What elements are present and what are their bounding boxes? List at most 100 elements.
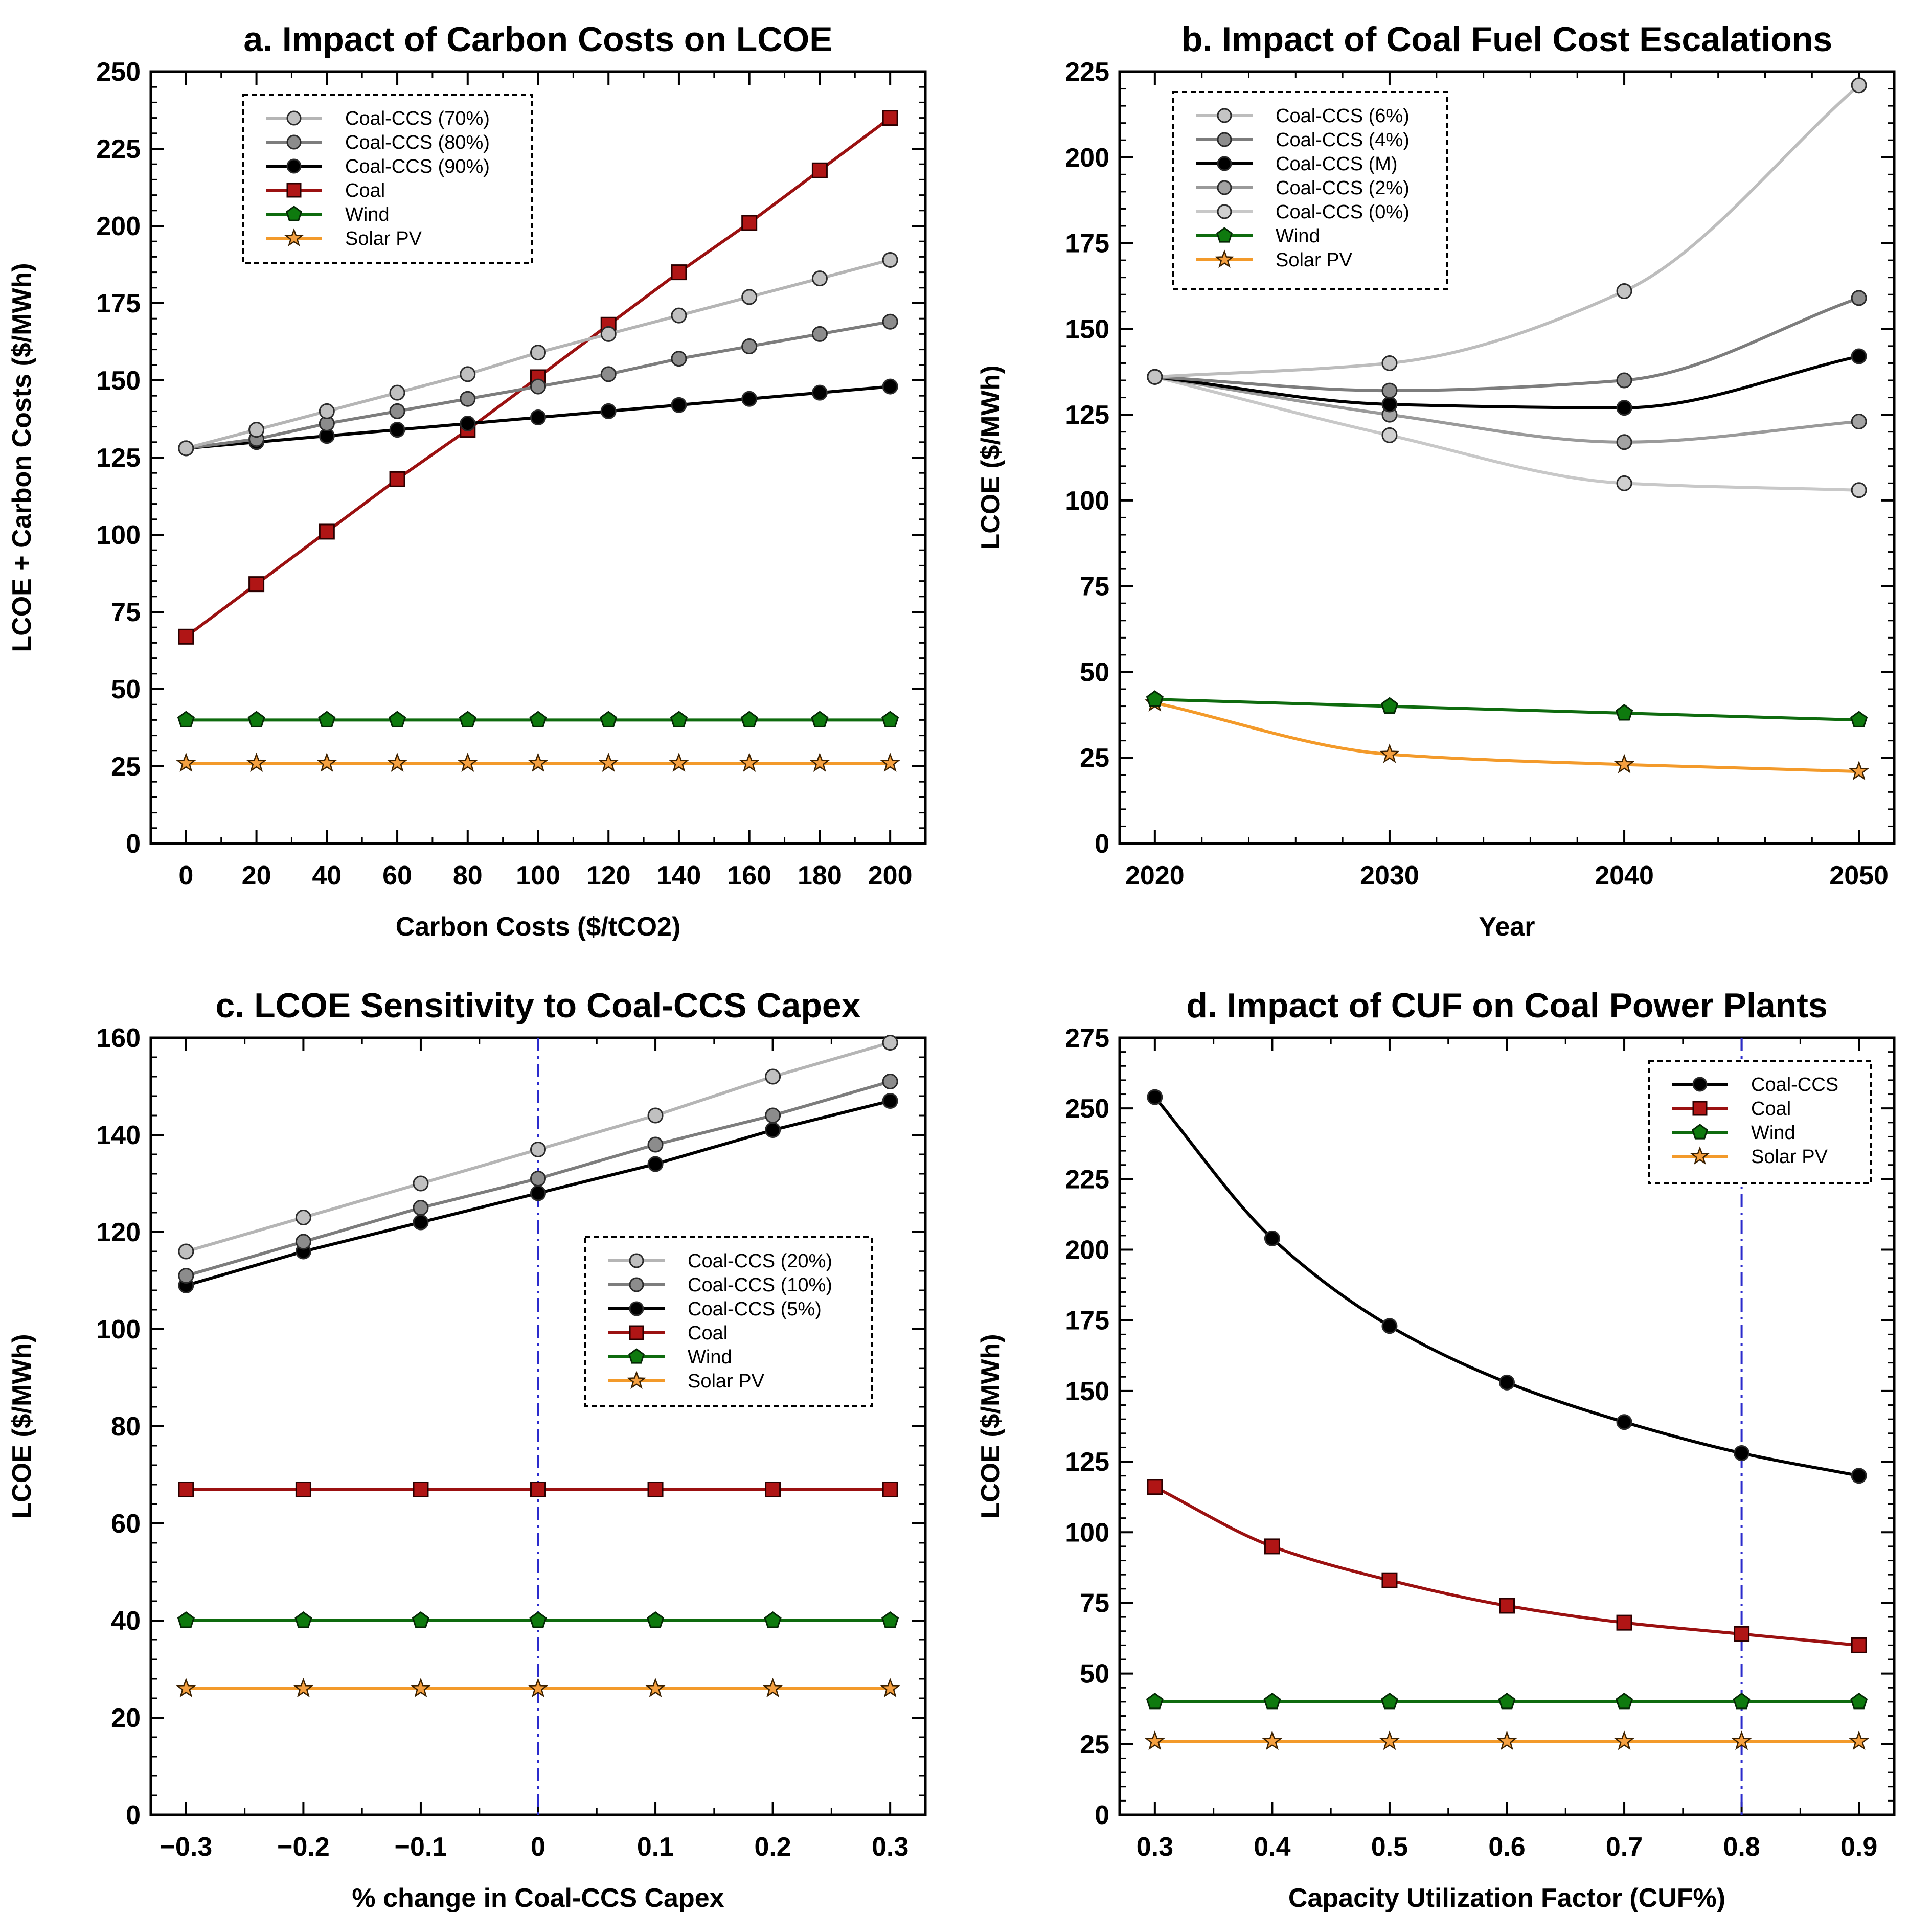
- data-point: [882, 1093, 898, 1109]
- data-point: [389, 422, 405, 438]
- y-axis-label: LCOE ($/MWh): [976, 1334, 1006, 1518]
- data-point: [1379, 1730, 1400, 1750]
- legend-item: Coal-CCS: [1672, 1074, 1838, 1096]
- data-point: [1616, 283, 1632, 300]
- series-coal-ccs-80: [178, 313, 898, 457]
- x-tick-label: 2040: [1595, 861, 1654, 891]
- legend: Coal-CCS (20%)Coal-CCS (10%)Coal-CCS (5%…: [584, 1236, 873, 1407]
- legend-marker: [1217, 108, 1232, 123]
- x-tick-label: 2020: [1125, 861, 1185, 891]
- data-point: [460, 366, 476, 382]
- data-point: [1850, 1692, 1868, 1710]
- series-coal-ccs: [1147, 1089, 1867, 1484]
- y-tick-label: 150: [96, 366, 141, 396]
- x-tick-label: 0.8: [1723, 1832, 1760, 1862]
- y-tick-label: 100: [1065, 486, 1109, 516]
- x-tick-label: 140: [657, 861, 701, 891]
- x-tick-label: 160: [727, 861, 771, 891]
- series-solar-pv: [1144, 1730, 1870, 1750]
- data-point: [881, 711, 899, 727]
- legend-label: Coal-CCS (6%): [1276, 105, 1410, 127]
- data-point: [248, 422, 265, 438]
- y-tick-label: 75: [1080, 572, 1109, 602]
- legend-marker: [1217, 156, 1232, 171]
- legend-marker: [629, 1253, 644, 1268]
- legend-item: Coal-CCS (80%): [266, 132, 490, 153]
- series-coal-ccs-20: [178, 1035, 898, 1260]
- y-tick-label: 120: [96, 1218, 141, 1247]
- legend-marker: [629, 1301, 644, 1316]
- data-point: [316, 752, 337, 772]
- legend-marker: [1216, 227, 1233, 243]
- series-line: [1154, 375, 1859, 492]
- legend-marker: [286, 158, 302, 174]
- x-tick-label: 100: [516, 861, 560, 891]
- data-point: [1616, 400, 1632, 416]
- data-point: [741, 391, 758, 407]
- data-point: [388, 711, 406, 727]
- y-tick-label: 200: [1065, 143, 1109, 173]
- data-point: [387, 752, 408, 772]
- data-point: [247, 711, 265, 727]
- y-tick-label: 225: [1065, 1165, 1109, 1194]
- legend-label: Solar PV: [1276, 249, 1353, 271]
- data-point: [1262, 1730, 1283, 1750]
- data-point: [389, 403, 405, 419]
- x-axis-label: Carbon Costs ($/tCO2): [396, 912, 681, 942]
- data-point: [530, 1185, 546, 1201]
- data-point: [529, 711, 547, 727]
- series-solar-pv: [175, 752, 901, 772]
- legend-label: Coal-CCS (M): [1276, 153, 1398, 175]
- legend-item: Wind: [1672, 1122, 1795, 1144]
- data-point: [178, 1268, 194, 1284]
- legend: Coal-CCS (6%)Coal-CCS (4%)Coal-CCS (M)Co…: [1172, 91, 1448, 290]
- legend-label: Wind: [1751, 1122, 1795, 1144]
- data-point: [600, 711, 618, 727]
- data-point: [319, 403, 335, 419]
- y-tick-label: 0: [126, 1801, 141, 1830]
- data-point: [293, 1677, 314, 1698]
- x-tick-label: 0.7: [1606, 1832, 1643, 1862]
- legend-label: Coal-CCS (2%): [1276, 177, 1410, 199]
- legend-marker: [1692, 1101, 1708, 1116]
- legend-marker: [627, 1371, 646, 1389]
- data-point: [530, 1171, 546, 1187]
- x-tick-label: 120: [586, 861, 631, 891]
- y-tick-label: 125: [96, 443, 141, 473]
- x-tick-label: 60: [382, 861, 412, 891]
- x-tick-label: 80: [453, 861, 483, 891]
- data-point: [1147, 369, 1163, 385]
- data-point: [1733, 1692, 1751, 1710]
- data-point: [647, 1107, 664, 1124]
- series-coal: [1147, 1479, 1867, 1653]
- data-point: [412, 1611, 430, 1628]
- data-point: [881, 1611, 899, 1628]
- data-point: [530, 345, 546, 361]
- y-tick-label: 175: [1065, 1306, 1109, 1336]
- legend-marker: [1692, 1124, 1708, 1140]
- x-tick-label: 0.9: [1840, 1832, 1877, 1862]
- data-point: [1147, 1089, 1163, 1105]
- legend-label: Wind: [345, 204, 390, 225]
- legend-item: Coal-CCS (5%): [608, 1298, 822, 1320]
- data-point: [459, 711, 476, 727]
- series-line: [1154, 701, 1859, 773]
- data-point: [1264, 1230, 1280, 1246]
- legend-label: Coal-CCS (90%): [345, 156, 490, 177]
- data-point: [413, 1482, 429, 1497]
- legend-item: Solar PV: [1196, 249, 1353, 271]
- legend-item: Coal-CCS (0%): [1196, 201, 1410, 223]
- data-point: [1499, 1374, 1515, 1391]
- data-point: [671, 397, 687, 413]
- data-point: [178, 1243, 194, 1260]
- legend-label: Coal: [688, 1323, 728, 1344]
- legend-item: Solar PV: [608, 1371, 765, 1392]
- data-point: [765, 1482, 781, 1497]
- x-tick-label: 2030: [1360, 861, 1419, 891]
- data-point: [413, 1175, 429, 1192]
- x-tick-label: 0.3: [1137, 1832, 1173, 1862]
- legend-label: Coal-CCS: [1751, 1074, 1838, 1096]
- data-point: [762, 1677, 783, 1698]
